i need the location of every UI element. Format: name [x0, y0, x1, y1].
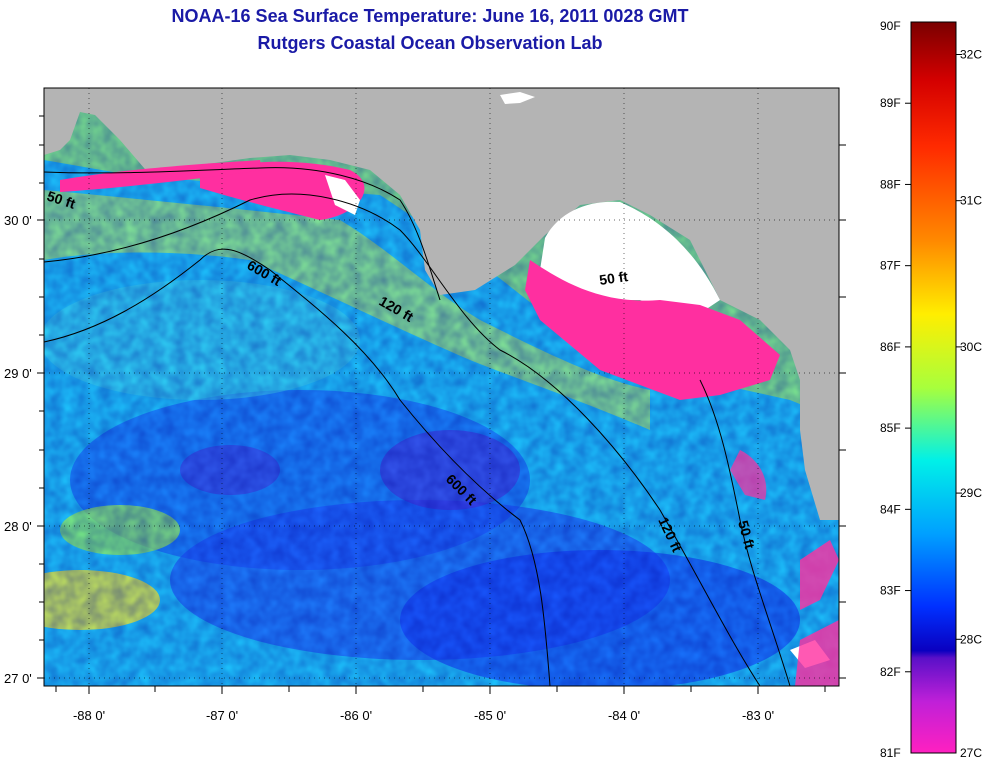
colorbar-f-label: 83F — [880, 584, 901, 598]
colorbar-f-label: 85F — [880, 421, 901, 435]
contour-label-50ft-2: 50 ft — [598, 268, 629, 288]
colorbar-c-label: 28C — [960, 632, 982, 646]
lon-label-87: -87 0' — [206, 708, 238, 723]
colorbar-ticks — [905, 53, 962, 673]
contour-label-50ft-3: 50 ft — [735, 519, 758, 551]
lon-label-88: -88 0' — [73, 708, 105, 723]
colorbar-c-label: 30C — [960, 340, 982, 354]
colorbar-c-label: 31C — [960, 194, 982, 208]
colorbar-c-label: 32C — [960, 47, 982, 61]
contour-600ft — [44, 248, 551, 686]
lon-label-86: -86 0' — [340, 708, 372, 723]
contour-50ft-east — [699, 379, 791, 686]
lon-label-83: -83 0' — [742, 708, 774, 723]
colorbar — [910, 21, 957, 754]
colorbar-c-label: 27C — [960, 746, 982, 760]
colorbar-f-label: 82F — [880, 665, 901, 679]
map-subtitle: Rutgers Coastal Ocean Observation Lab — [257, 33, 603, 53]
colorbar-labels: 90F 89F 88F 87F 86F 85F 84F 83F 82F 81F 32C 31C 30C 2… — [880, 19, 982, 760]
florida-peninsula — [800, 350, 839, 520]
map-title: NOAA-16 Sea Surface Temperature: June 16… — [171, 6, 689, 26]
sst-field — [44, 88, 839, 686]
lon-label-84: -84 0' — [608, 708, 640, 723]
contour-120ft — [44, 193, 761, 686]
colorbar-f-label: 87F — [880, 259, 901, 273]
lat-label-27: 27 0' — [4, 671, 32, 686]
colorbar-f-label: 86F — [880, 340, 901, 354]
land-mass — [44, 88, 839, 400]
colorbar-f-label: 89F — [880, 96, 901, 110]
colorbar-f-label: 84F — [880, 502, 901, 516]
lon-label-85: -85 0' — [474, 708, 506, 723]
colorbar-f-label: 90F — [880, 19, 901, 33]
axis-ticks — [37, 115, 846, 694]
colorbar-f-label: 88F — [880, 177, 901, 191]
lat-label-28: 28 0' — [4, 519, 32, 534]
colorbar-c-label: 29C — [960, 486, 982, 500]
lat-label-30: 30 0' — [4, 213, 32, 228]
lat-label-29: 29 0' — [4, 366, 32, 381]
contour-50ft-north — [44, 167, 441, 301]
colorbar-f-label: 81F — [880, 746, 901, 760]
